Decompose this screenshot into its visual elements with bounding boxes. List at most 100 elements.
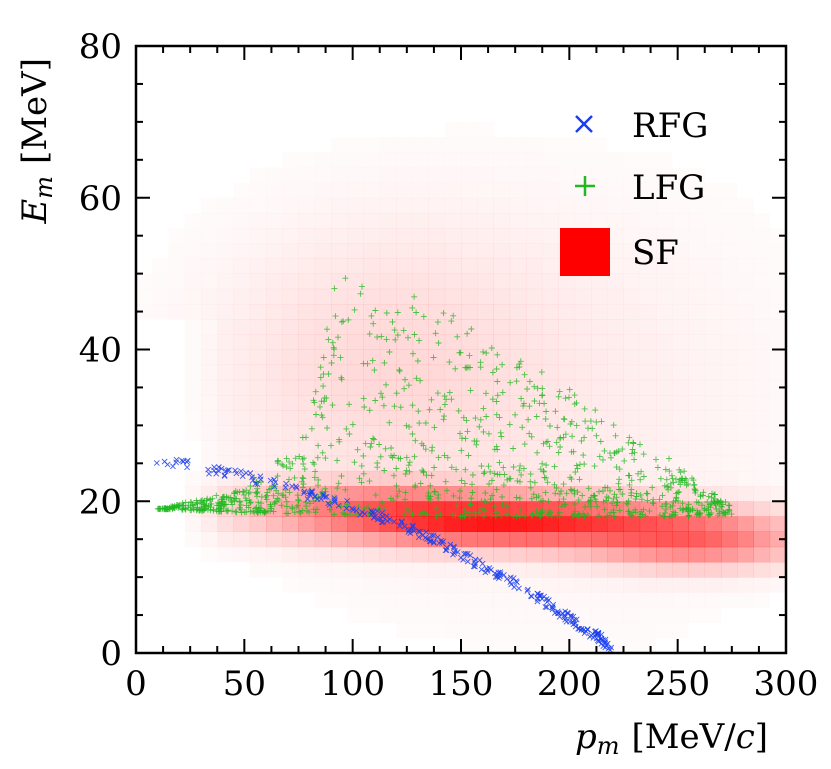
- lfg-point: [489, 369, 496, 376]
- lfg-point: [441, 401, 448, 408]
- lfg-point: [318, 412, 325, 419]
- lfg-point: [412, 437, 419, 444]
- sf-density-cell: [461, 638, 478, 654]
- lfg-point: [409, 510, 416, 517]
- lfg-point: [656, 512, 663, 519]
- lfg-point: [473, 441, 480, 448]
- sf-density-cell: [493, 228, 511, 244]
- sf-density-cell: [542, 273, 559, 290]
- lfg-point: [478, 463, 485, 469]
- lfg-point: [231, 497, 238, 504]
- sf-density-cell: [428, 212, 446, 229]
- sf-density-cell: [249, 440, 267, 457]
- lfg-point: [458, 477, 465, 484]
- sf-density-cell: [282, 470, 299, 487]
- sf-density-cell: [705, 258, 722, 274]
- sf-density-cell: [266, 470, 283, 487]
- sf-density-cell: [331, 243, 348, 259]
- lfg-point: [705, 512, 712, 519]
- sf-density-cell: [704, 516, 722, 532]
- lfg-point: [666, 468, 673, 475]
- lfg-point: [311, 399, 318, 406]
- sf-density-cell: [396, 273, 413, 290]
- sf-density-cell: [266, 425, 283, 441]
- sf-density-cell: [412, 228, 429, 244]
- sf-density-cell: [672, 516, 689, 532]
- sf-density-cell: [233, 410, 251, 426]
- lfg-point: [412, 484, 419, 490]
- sf-density-cell: [444, 410, 462, 426]
- lfg-point: [663, 506, 669, 513]
- rfg-point: [590, 634, 597, 641]
- sf-density-cell: [574, 364, 592, 381]
- sf-density-cell: [331, 395, 348, 411]
- sf-density-cell: [623, 410, 641, 426]
- sf-density-cell: [721, 350, 738, 366]
- rfg-point: [252, 480, 259, 487]
- sf-density-cell: [672, 274, 689, 290]
- sf-density-cell: [347, 228, 364, 244]
- rfg-point: [301, 490, 307, 497]
- sf-density-cell: [233, 395, 251, 411]
- sf-density-cell: [477, 592, 494, 608]
- sf-density-cell: [509, 243, 527, 259]
- sf-density-cell: [396, 349, 413, 366]
- sf-density-cell: [315, 592, 332, 608]
- sf-density-cell: [201, 213, 218, 229]
- legend: RFG LFG SF: [560, 106, 708, 276]
- lfg-point: [369, 357, 376, 364]
- sf-density-cell: [672, 364, 689, 381]
- sf-density-cell: [656, 592, 673, 608]
- sf-density-cell: [640, 152, 657, 168]
- lfg-point: [315, 442, 322, 449]
- lfg-point: [540, 497, 547, 504]
- lfg-point: [406, 459, 413, 466]
- rfg-point: [306, 490, 313, 497]
- lfg-point: [489, 396, 496, 403]
- sf-density-cell: [314, 455, 332, 472]
- rfg-point: [569, 618, 576, 625]
- sf-density-cell: [639, 319, 657, 335]
- rfg-point: [443, 547, 450, 554]
- sf-density-cell: [299, 167, 316, 183]
- rfg-point: [184, 464, 191, 471]
- sf-density-cell: [412, 334, 429, 350]
- sf-density-cell: [591, 167, 608, 183]
- lfg-point: [709, 490, 715, 497]
- lfg-point: [300, 484, 306, 491]
- sf-density-cell: [656, 623, 673, 639]
- sf-density-cell: [477, 273, 494, 290]
- lfg-point: [668, 513, 675, 520]
- lfg-point: [477, 416, 484, 423]
- lfg-point: [703, 507, 710, 514]
- lfg-point: [630, 440, 637, 447]
- x-tick-label: 250: [645, 664, 710, 704]
- sf-density-cell: [217, 470, 234, 487]
- sf-density-cell: [461, 304, 478, 320]
- sf-density-cell: [624, 623, 641, 639]
- lfg-point: [465, 364, 471, 371]
- lfg-point: [364, 360, 371, 367]
- sf-density-cell: [331, 212, 348, 229]
- sf-density-cell: [444, 531, 462, 548]
- sf-density-cell: [444, 197, 462, 214]
- sf-density-cell: [493, 258, 511, 274]
- lfg-point: [232, 508, 239, 515]
- lfg-point: [662, 510, 668, 516]
- sf-density-cell: [444, 273, 462, 290]
- lfg-point: [409, 431, 416, 437]
- sf-density-cell: [509, 486, 527, 502]
- lfg-point: [322, 485, 329, 492]
- lfg-point: [448, 396, 455, 403]
- lfg-point: [382, 445, 389, 452]
- lfg-point: [601, 447, 608, 454]
- lfg-point: [482, 499, 489, 506]
- sf-density-cell: [721, 304, 738, 320]
- sf-density-cell: [689, 243, 706, 259]
- sf-density-cell: [461, 531, 478, 548]
- lfg-point: [430, 354, 437, 361]
- lfg-point: [346, 511, 353, 518]
- lfg-point: [528, 495, 535, 502]
- rfg-point: [371, 514, 377, 521]
- rfg-point: [211, 467, 217, 474]
